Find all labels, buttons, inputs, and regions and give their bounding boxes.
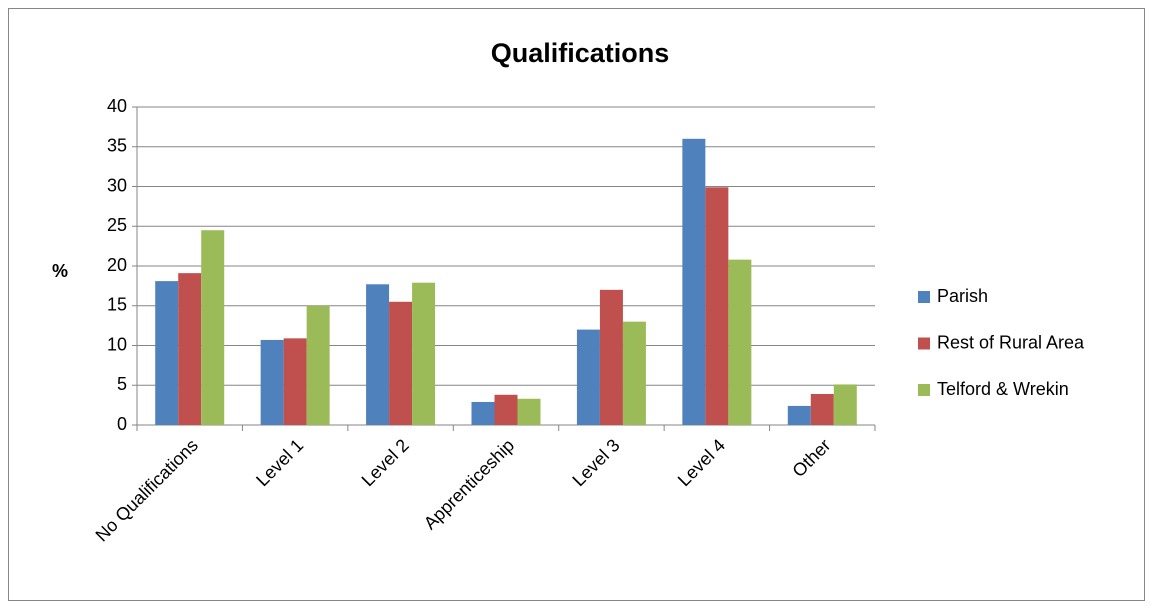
- bar: [283, 338, 307, 425]
- bar: [810, 393, 834, 425]
- bar: [201, 230, 225, 425]
- y-tick-label: 20: [107, 255, 127, 275]
- y-tick-label: 10: [107, 334, 127, 354]
- bar: [494, 394, 518, 425]
- chart-title: Qualifications: [491, 38, 670, 68]
- y-tick-label: 0: [117, 414, 127, 434]
- bar: [576, 329, 600, 425]
- bar: [155, 281, 179, 425]
- legend-swatch: [918, 291, 930, 303]
- y-tick-label: 40: [107, 96, 127, 116]
- bar: [366, 284, 390, 425]
- bar: [389, 301, 413, 425]
- legend-label: Parish: [937, 286, 988, 306]
- bar: [599, 289, 623, 425]
- legend-label: Rest of Rural Area: [937, 332, 1085, 352]
- legend-swatch: [918, 337, 930, 350]
- y-tick-label: 15: [107, 295, 127, 315]
- bar: [178, 273, 202, 425]
- y-tick-label: 35: [107, 136, 127, 156]
- bar: [260, 339, 284, 425]
- bar: [306, 305, 330, 425]
- bar: [517, 398, 541, 425]
- bar: [833, 384, 857, 425]
- bar: [705, 187, 729, 425]
- y-tick-label: 30: [107, 175, 127, 195]
- y-axis-label: %: [52, 261, 68, 281]
- legend-label: Telford & Wrekin: [937, 379, 1069, 399]
- bar: [787, 405, 811, 425]
- bar: [682, 138, 706, 426]
- y-tick-label: 25: [107, 215, 127, 235]
- bar: [471, 401, 495, 425]
- bar: [412, 282, 436, 425]
- bar: [622, 321, 646, 425]
- bar: [728, 259, 752, 425]
- y-tick-label: 5: [117, 374, 127, 394]
- legend-swatch: [918, 384, 930, 396]
